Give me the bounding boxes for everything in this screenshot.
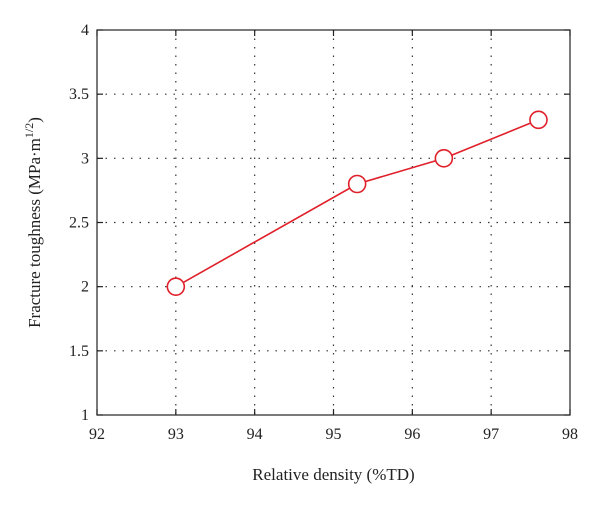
x-tick-label: 96	[404, 426, 420, 443]
y-tick-label: 2.5	[69, 215, 89, 232]
y-axis-title-exponent: 1/2	[22, 123, 36, 138]
x-tick-label: 97	[483, 426, 499, 443]
y-tick-label: 1	[81, 407, 89, 424]
x-axis-title: Relative density (%TD)	[252, 465, 414, 484]
y-axis-title: Fracture toughness (MPa·m1/2)	[22, 117, 44, 328]
y-axis-title-suffix: )	[25, 117, 44, 123]
y-tick-labels: 1 1.5 2 2.5 3 3.5 4	[69, 22, 89, 424]
y-tick-label: 4	[81, 22, 89, 39]
y-tick-label: 2	[81, 279, 89, 296]
data-point	[166, 277, 186, 296]
x-tick-label: 92	[89, 426, 105, 443]
x-tick-label: 95	[326, 426, 342, 443]
y-tick-label: 3	[81, 150, 89, 167]
x-tick-label: 93	[168, 426, 184, 443]
y-axis-title-main: Fracture toughness (MPa·m	[25, 138, 44, 328]
series-line	[175, 119, 539, 288]
x-tick-label: 98	[562, 426, 578, 443]
x-tick-labels: 92 93 94 95 96 97 98	[89, 426, 578, 443]
data-point	[347, 174, 367, 194]
data-point	[434, 149, 454, 168]
y-tick-label: 1.5	[69, 343, 89, 360]
grid	[97, 30, 570, 415]
plot-frame	[96, 29, 571, 416]
axis-ticks	[96, 29, 571, 416]
y-tick-label: 3.5	[69, 86, 89, 103]
data-point	[529, 110, 548, 130]
x-tick-label: 94	[247, 426, 263, 443]
series	[166, 110, 548, 296]
